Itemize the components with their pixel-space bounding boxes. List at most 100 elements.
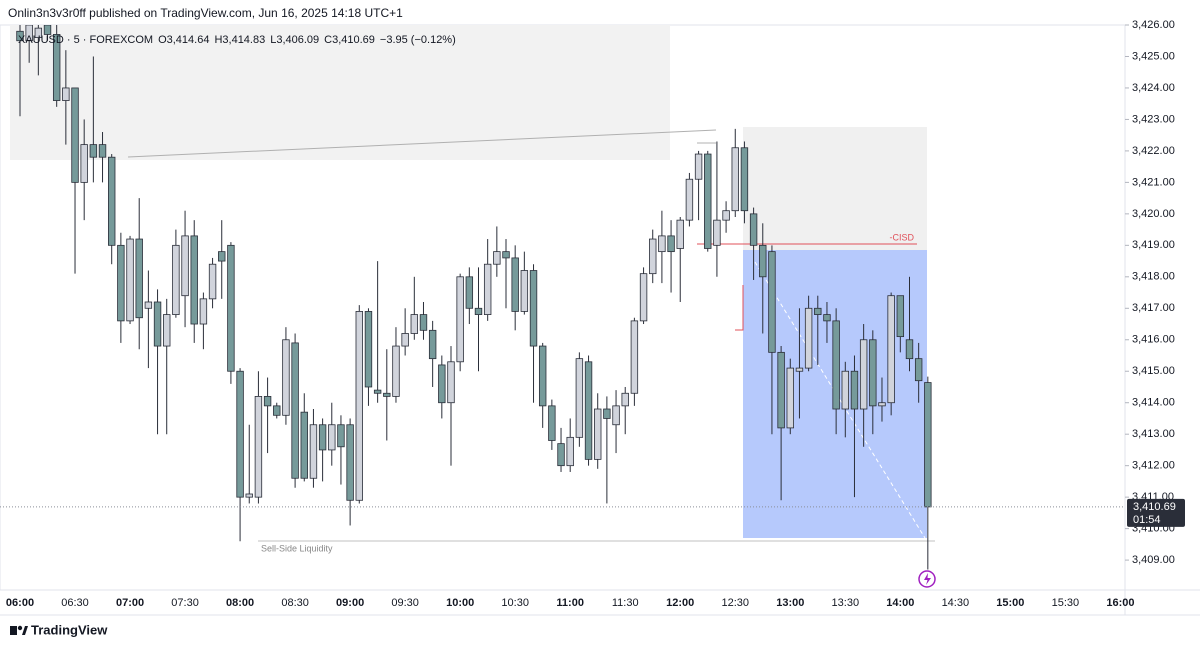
legend-item: −3.95 (−0.12%): [380, 34, 456, 46]
candle-body: [282, 339, 290, 416]
candle-body: [318, 424, 327, 451]
candle-body: [218, 251, 226, 262]
candle-body: [786, 367, 794, 429]
y-tick-label: 3,413.00: [1132, 428, 1175, 440]
x-tick-label: 13:00: [776, 597, 804, 609]
x-tick-label: 10:30: [501, 597, 529, 609]
candle-body: [594, 408, 602, 460]
candle-body: [172, 244, 180, 315]
candle-body: [34, 27, 43, 38]
candle-body: [236, 370, 244, 498]
candle-body: [584, 361, 593, 460]
candle-body: [869, 339, 877, 407]
x-tick-label: 08:30: [281, 597, 309, 609]
candle-body: [153, 301, 162, 347]
trend-line: [127, 129, 717, 158]
candle-body: [887, 295, 895, 404]
candle-body: [676, 219, 684, 249]
y-tick-label: 3,412.00: [1132, 460, 1175, 472]
alert-bolt: [924, 573, 931, 585]
candle-body: [25, 25, 33, 42]
projection-line: [754, 261, 926, 539]
x-tick-label: 15:30: [1052, 597, 1080, 609]
candle-body: [291, 342, 299, 479]
candle-body: [181, 235, 189, 297]
candle-body: [878, 402, 886, 407]
legend: XAUUSD · 5 · FOREXCOM O3,414.64 H3,414.83 L…: [18, 34, 456, 46]
candle-body: [300, 411, 308, 479]
y-tick-label: 3,418.00: [1132, 271, 1175, 283]
y-tick-label: 3,415.00: [1132, 365, 1175, 377]
candle-body: [658, 235, 666, 253]
candle-body: [355, 311, 363, 501]
candle-body: [227, 244, 235, 372]
candle-body: [456, 276, 464, 363]
candle-body: [740, 147, 749, 212]
candle-body: [768, 251, 776, 353]
candle-body: [383, 392, 391, 397]
candle-body: [135, 238, 143, 319]
candle-body: [328, 424, 336, 451]
candle-body: [337, 424, 345, 448]
candle-body: [905, 339, 914, 360]
x-tick-label: 15:00: [996, 597, 1024, 609]
candle-body: [208, 263, 217, 300]
candle-body: [924, 382, 932, 508]
y-tick-label: 3,417.00: [1132, 302, 1175, 314]
candle-body: [428, 329, 437, 360]
candle-body: [493, 251, 501, 265]
legend-item: L3,406.09: [270, 34, 319, 46]
y-tick-label: 3,425.00: [1132, 50, 1175, 62]
candle-body: [713, 219, 721, 246]
candle-body: [603, 408, 611, 419]
drawings: [10, 25, 935, 542]
candle-body: [16, 30, 24, 42]
candle-body: [538, 345, 547, 407]
candle-body: [62, 87, 70, 101]
candle-body: [804, 307, 813, 369]
x-tick-label: 16:00: [1106, 597, 1134, 609]
candle-body: [126, 238, 134, 322]
x-tick-label: 14:30: [942, 597, 970, 609]
candle-body: [98, 144, 107, 158]
candle-body: [263, 396, 272, 407]
logo: [10, 625, 28, 635]
candle-body: [502, 251, 510, 259]
candle-body: [346, 424, 354, 501]
x-tick-label: 09:00: [336, 597, 364, 609]
candle-body: [777, 351, 785, 429]
legend-item: XAUUSD · 5 · FOREXCOM: [18, 34, 153, 46]
candle-body: [630, 320, 639, 394]
x-tick-label: 12:00: [666, 597, 694, 609]
countdown-label: 01:54: [1133, 514, 1161, 526]
x-tick-label: 08:00: [226, 597, 254, 609]
last-price-label: 3,410.69: [1133, 501, 1176, 513]
candle-body: [685, 178, 694, 221]
candle-body: [447, 361, 455, 404]
legend-item: H3,414.83: [214, 34, 265, 46]
candle-body: [245, 493, 253, 498]
y-tick-label: 3,424.00: [1132, 82, 1175, 94]
candle-body: [364, 311, 373, 388]
cisd-label: -CISD: [890, 232, 915, 242]
candle-body: [621, 392, 629, 407]
candle-body: [639, 273, 648, 322]
candle-body: [575, 358, 584, 438]
candle-body: [694, 153, 703, 180]
candle-body: [117, 244, 125, 322]
candle-body: [483, 263, 492, 315]
y-tick-label: 3,426.00: [1132, 19, 1175, 31]
candle-body: [914, 358, 923, 382]
candle-body: [511, 257, 519, 312]
x-tick-label: 14:00: [886, 597, 914, 609]
candle-body: [795, 367, 804, 372]
x-tick-label: 13:30: [832, 597, 860, 609]
candle-body: [89, 144, 98, 158]
y-tick-label: 3,423.00: [1132, 113, 1175, 125]
candle-body: [859, 339, 868, 410]
candle-body: [410, 314, 419, 334]
candle-body: [438, 364, 446, 404]
candle-body: [401, 333, 409, 347]
candle-body: [52, 34, 61, 101]
